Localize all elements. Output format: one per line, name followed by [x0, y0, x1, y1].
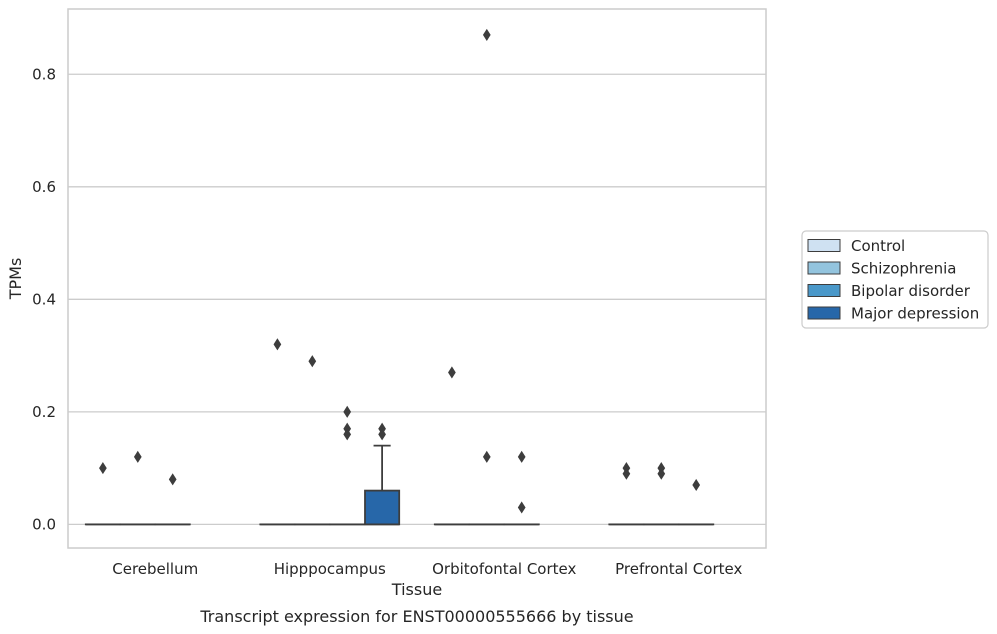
box	[364, 489, 401, 526]
legend-label: Schizophrenia	[851, 260, 956, 278]
y-tick-label: 0.8	[32, 65, 56, 83]
outlier-point	[273, 338, 282, 351]
outlier-point	[133, 450, 142, 463]
outlier-point	[482, 28, 491, 41]
outlier-point	[378, 428, 386, 441]
grid-lines	[68, 73, 766, 526]
plot-area	[84, 28, 715, 526]
x-tick-label: Hipppocampus	[274, 560, 386, 578]
legend-frame	[801, 230, 989, 329]
legend-label: Bipolar disorder	[851, 282, 971, 300]
legend-swatch	[807, 239, 841, 252]
y-tick-label: 0.2	[32, 403, 56, 421]
outlier-point	[622, 467, 631, 480]
outlier-point	[448, 366, 456, 379]
outlier-point	[517, 501, 526, 514]
outlier-point	[482, 450, 491, 463]
y-tick-label: 0.0	[32, 515, 56, 533]
x-axis-label: Tissue	[391, 580, 442, 599]
outlier-point	[343, 428, 352, 441]
legend: Control Schizophrenia Bipolar disorder Majo…	[801, 230, 989, 329]
x-tick-label: Cerebellum	[112, 560, 198, 578]
outlier-point	[343, 405, 352, 418]
y-tick-labels: 0.0 0.2 0.4 0.6 0.8	[32, 65, 56, 533]
legend-label: Major depression	[851, 305, 979, 323]
x-tick-labels: Cerebellum Hipppocampus Orbitofontal Corte…	[112, 560, 742, 578]
outlier-point	[517, 450, 526, 463]
outlier-point	[308, 355, 317, 368]
legend-label: Control	[851, 237, 905, 255]
y-tick-label: 0.4	[32, 290, 56, 308]
chart-caption: Transcript expression for ENST0000055566…	[199, 607, 633, 626]
outlier-point	[99, 462, 107, 475]
outlier-point	[657, 467, 666, 480]
outlier-point	[168, 473, 177, 486]
legend-swatch	[807, 306, 841, 320]
outlier-point	[692, 478, 701, 492]
plot-frame	[67, 8, 767, 549]
x-tick-label: Prefrontal Cortex	[615, 560, 742, 578]
y-tick-label: 0.6	[32, 178, 56, 196]
y-axis-label: TPMs	[6, 258, 25, 301]
legend-swatch	[807, 284, 841, 297]
legend-swatch	[807, 261, 841, 275]
x-tick-label: Orbitofontal Cortex	[432, 560, 576, 578]
